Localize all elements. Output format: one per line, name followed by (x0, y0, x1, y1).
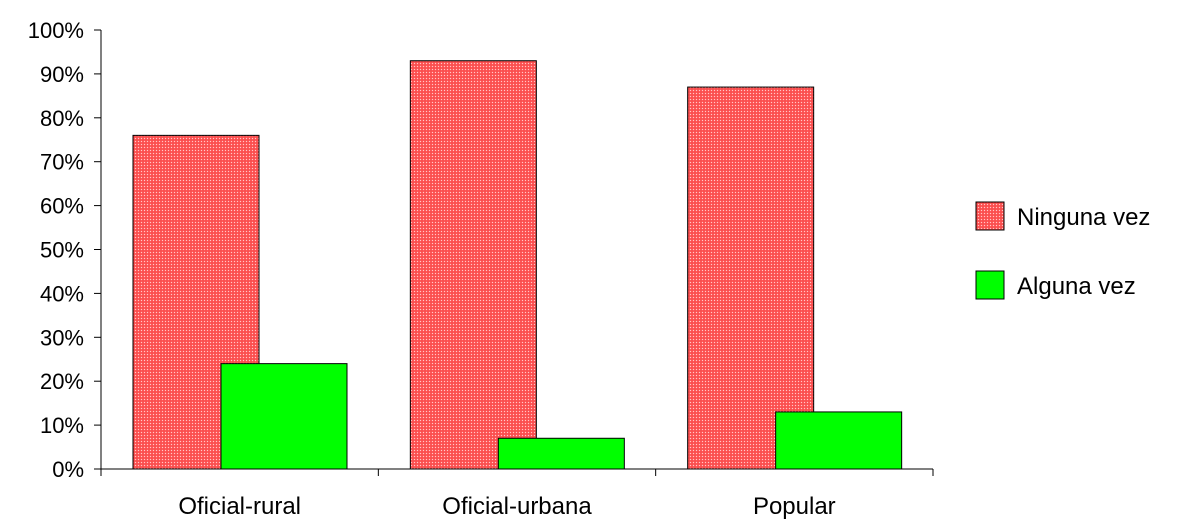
x-category-label: Popular (753, 493, 836, 520)
y-tick-label: 30% (40, 325, 84, 350)
bar-ninguna-vez-1 (409, 60, 537, 470)
y-tick-label: 60% (40, 194, 84, 219)
labels: 0% 10% 20% 30% 40% 50% 60% 70% 80% 90% 100% Oficial… (28, 18, 836, 520)
legend: Ninguna vez Alguna vez (975, 201, 1150, 300)
bar-alguna-vez-2 (775, 411, 903, 470)
y-tick-label: 40% (40, 281, 84, 306)
y-tick-label: 0% (52, 457, 84, 482)
legend-swatch-alguna-vez (975, 270, 1005, 300)
bar-alguna-vez-0 (220, 363, 348, 470)
y-tick-label: 100% (28, 18, 84, 43)
y-tick-label: 70% (40, 150, 84, 175)
y-tick-label: 20% (40, 369, 84, 394)
y-tick-label: 80% (40, 106, 84, 131)
x-category-label: Oficial-rural (178, 493, 301, 520)
legend-label-ninguna-vez: Ninguna vez (1017, 204, 1150, 231)
x-category-label: Oficial-urbana (442, 493, 592, 520)
y-tick-label: 50% (40, 238, 84, 263)
bar-alguna-vez-1 (497, 437, 625, 470)
bars (132, 60, 903, 470)
y-tick-label: 10% (40, 413, 84, 438)
legend-swatch-ninguna-vez (975, 201, 1005, 231)
y-tick-label: 90% (40, 62, 84, 87)
bar-ninguna-vez-2 (687, 86, 815, 470)
legend-label-alguna-vez: Alguna vez (1017, 273, 1136, 300)
